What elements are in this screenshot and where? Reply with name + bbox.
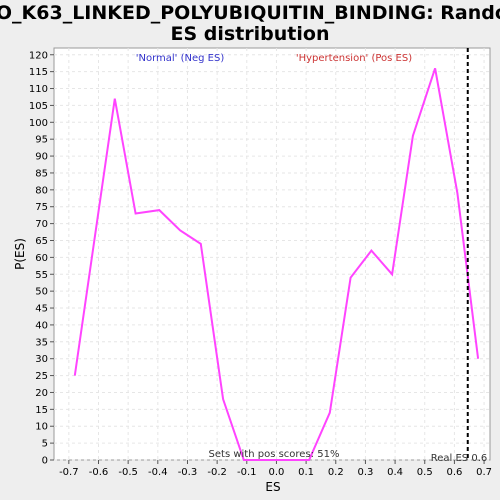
x-tick-label: -0.6 (89, 467, 109, 478)
y-tick-label: 30 (35, 354, 48, 365)
pos-scores-annotation: Sets with pos scores: 51% (209, 449, 340, 460)
y-tick-label: 45 (35, 304, 48, 315)
y-tick-label: 100 (29, 118, 48, 129)
y-tick-label: 95 (35, 135, 48, 146)
series-line (73, 67, 480, 461)
x-tick-label: 0.3 (357, 467, 373, 478)
y-tick-label: 70 (35, 219, 48, 230)
y-tick-label: 80 (35, 185, 48, 196)
x-tick-label: 0.4 (387, 467, 403, 478)
real-es-label: Real ES 0.6 (431, 453, 487, 464)
plot-area (53, 47, 491, 461)
x-tick-label: -0.5 (118, 467, 138, 478)
y-axis-ticks: 0 5 10 15 20 25 30 35 40 45 50 55 60 65 70 75 80 85 90 95 10… (29, 50, 54, 467)
x-tick-label: 0.7 (476, 467, 492, 478)
y-tick-label: 110 (29, 84, 48, 95)
x-axis-ticks: -0.7 -0.6 -0.5 -0.4 -0.3 -0.2 -0.1 0.0 0.1 0.2 0.3… (59, 460, 492, 478)
y-tick-label: 0 (42, 456, 48, 467)
x-tick-label: 0.5 (417, 467, 433, 478)
chart-title-line-2: ES distribution (171, 23, 330, 45)
y-tick-label: 15 (35, 405, 48, 416)
x-tick-label: -0.4 (148, 467, 168, 478)
x-tick-label: 0.2 (328, 467, 344, 478)
y-tick-label: 60 (35, 253, 48, 264)
y-tick-label: 40 (35, 320, 48, 331)
grid-lines (54, 48, 490, 461)
y-tick-label: 120 (29, 50, 48, 61)
x-tick-label: -0.2 (207, 467, 227, 478)
x-axis-label: ES (265, 480, 280, 494)
y-tick-label: 55 (35, 270, 48, 281)
y-tick-label: 115 (29, 67, 48, 78)
y-tick-label: 5 (42, 439, 48, 450)
y-tick-label: 75 (35, 202, 48, 213)
chart-title-line-1: GO_K63_LINKED_POLYUBIQUITIN_BINDING: Ran… (0, 2, 500, 24)
x-tick-label: 0.0 (268, 467, 284, 478)
x-tick-label: -0.7 (59, 467, 79, 478)
y-tick-label: 35 (35, 337, 48, 348)
y-tick-label: 90 (35, 152, 48, 163)
x-tick-label: 0.1 (298, 467, 314, 478)
x-tick-label: 0.6 (446, 467, 462, 478)
x-tick-label: -0.1 (237, 467, 257, 478)
neg-es-annotation: 'Normal' (Neg ES) (136, 53, 225, 64)
y-tick-label: 105 (29, 101, 48, 112)
y-tick-label: 65 (35, 236, 48, 247)
y-tick-label: 20 (35, 388, 48, 399)
y-tick-label: 50 (35, 287, 48, 298)
pos-es-annotation: 'Hypertension' (Pos ES) (296, 53, 412, 64)
y-tick-label: 10 (35, 422, 48, 433)
x-tick-label: -0.3 (178, 467, 198, 478)
y-tick-label: 85 (35, 168, 48, 179)
y-axis-label: P(ES) (13, 238, 27, 270)
y-tick-label: 25 (35, 371, 48, 382)
